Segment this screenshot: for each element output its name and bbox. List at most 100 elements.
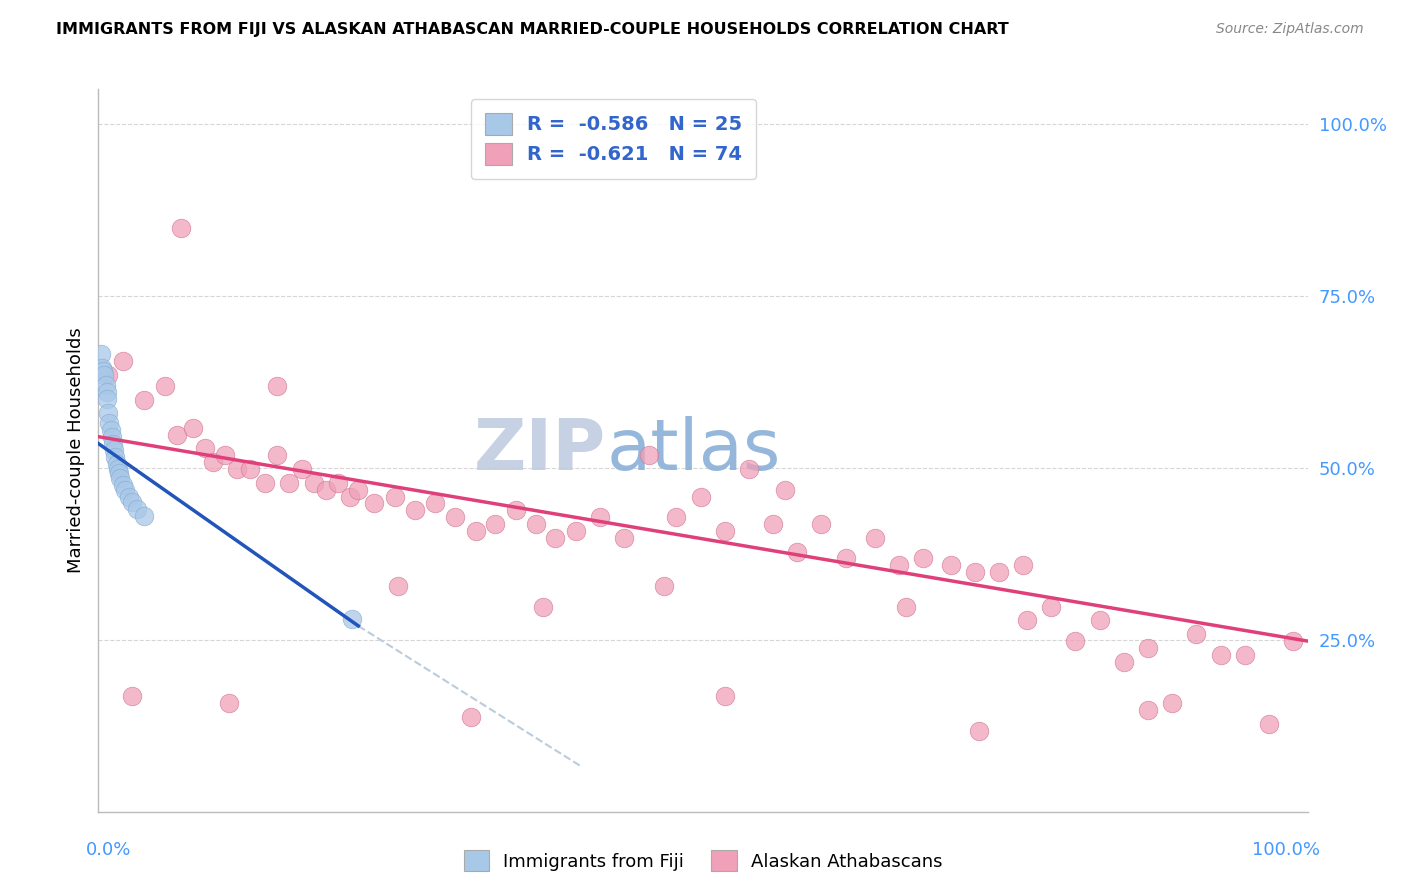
Point [239,462,262,476]
Point [1040,599,1063,614]
Point [738,462,761,476]
Point [387,579,409,593]
Point [101,436,124,450]
Point [1112,655,1135,669]
Point [1088,614,1111,628]
Point [1257,716,1279,731]
Point [613,531,636,545]
Point [713,524,735,538]
Point [194,442,217,456]
Point [98,416,121,430]
Point [1185,627,1208,641]
Point [97,406,120,420]
Point [202,455,225,469]
Point [326,475,349,490]
Point [1064,634,1087,648]
Point [894,599,917,614]
Point [108,466,131,480]
Text: 100.0%: 100.0% [1251,840,1320,859]
Point [988,566,1011,580]
Point [404,503,426,517]
Point [1012,558,1035,573]
Point [505,503,527,517]
Point [531,599,554,614]
Point [524,517,547,532]
Point [1136,640,1159,655]
Point [181,421,204,435]
Point [254,475,277,490]
Point [153,379,176,393]
Text: IMMIGRANTS FROM FIJI VS ALASKAN ATHABASCAN MARRIED-COUPLE HOUSEHOLDS CORRELATION: IMMIGRANTS FROM FIJI VS ALASKAN ATHABASC… [56,22,1010,37]
Point [965,566,987,580]
Point [1161,696,1184,710]
Y-axis label: Married-couple Households: Married-couple Households [66,327,84,574]
Text: Source: ZipAtlas.com: Source: ZipAtlas.com [1216,22,1364,37]
Point [134,393,156,408]
Legend: R =  -0.586   N = 25, R =  -0.621   N = 74: R = -0.586 N = 25, R = -0.621 N = 74 [471,99,756,178]
Point [118,490,141,504]
Point [218,696,240,710]
Text: atlas: atlas [606,416,780,485]
Point [315,483,337,497]
Point [91,364,114,378]
Point [107,462,129,476]
Point [967,723,990,738]
Text: ZIP: ZIP [474,416,606,485]
Point [589,510,612,524]
Point [810,517,832,532]
Point [460,710,482,724]
Point [108,471,131,485]
Point [290,462,312,476]
Point [121,495,143,509]
Point [887,558,910,573]
Point [565,524,588,538]
Point [637,448,659,462]
Point [689,490,711,504]
Point [100,430,122,444]
Point [214,448,236,462]
Point [97,368,120,382]
Point [104,450,127,465]
Point [96,392,118,406]
Point [363,496,385,510]
Point [278,475,301,490]
Point [342,612,364,626]
Point [939,558,962,573]
Point [1136,703,1159,717]
Point [226,462,249,476]
Point [1282,634,1305,648]
Point [266,448,288,462]
Point [384,490,406,504]
Point [762,517,785,532]
Point [121,689,143,703]
Point [166,427,188,442]
Point [1233,648,1256,662]
Point [111,478,134,492]
Point [863,531,886,545]
Point [1209,648,1232,662]
Point [90,347,112,361]
Point [127,502,149,516]
Point [773,483,796,497]
Point [302,475,325,490]
Point [347,483,370,497]
Point [111,354,134,368]
Point [444,510,467,524]
Point [103,443,125,458]
Point [464,524,486,538]
Point [423,496,446,510]
Point [786,544,808,558]
Point [96,384,118,399]
Point [105,457,128,471]
Point [665,510,688,524]
Point [169,221,191,235]
Point [114,483,136,497]
Text: 0.0%: 0.0% [86,840,132,859]
Point [134,508,156,523]
Point [544,531,567,545]
Point [713,689,735,703]
Point [484,517,506,532]
Point [94,378,117,392]
Point [912,551,935,566]
Point [266,379,288,393]
